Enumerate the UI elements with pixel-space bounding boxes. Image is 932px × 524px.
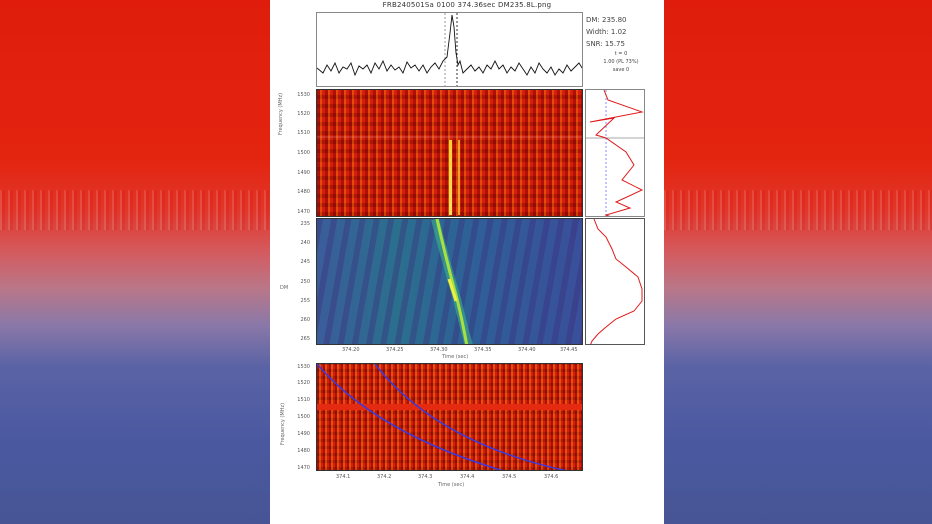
snr-value: SNR: 15.75 xyxy=(586,40,625,48)
pulse-profile-panel xyxy=(316,12,583,87)
candidate-stats: DM: 235.80 Width: 1.02 SNR: 15.75 t = 0 … xyxy=(586,14,656,74)
dm-time-map xyxy=(316,218,583,345)
width-value: Width: 1.02 xyxy=(586,28,627,36)
diagnostic-plot-page: FRB240501Sa 0100 374.36sec DM235.8L.png … xyxy=(270,0,664,524)
dm-time-xlabel: Time (sec) xyxy=(442,354,469,360)
plot-title: FRB240501Sa 0100 374.36sec DM235.8L.png xyxy=(382,1,552,9)
raw-waterfall xyxy=(316,363,583,471)
waterfall-ylabel: Frequency (MHz) xyxy=(278,92,284,135)
background-right-panel xyxy=(664,0,932,524)
dedispersed-waterfall xyxy=(316,89,583,217)
dm-snr-curve xyxy=(585,218,645,345)
background-left-panel xyxy=(0,0,270,524)
bottom-ylabel: Frequency (MHz) xyxy=(280,402,286,445)
dm-ylabel: DM xyxy=(280,285,289,291)
bottom-xlabel: Time (sec) xyxy=(438,482,465,488)
dm-value: DM: 235.80 xyxy=(586,16,627,24)
spectrum-panel xyxy=(585,89,645,217)
